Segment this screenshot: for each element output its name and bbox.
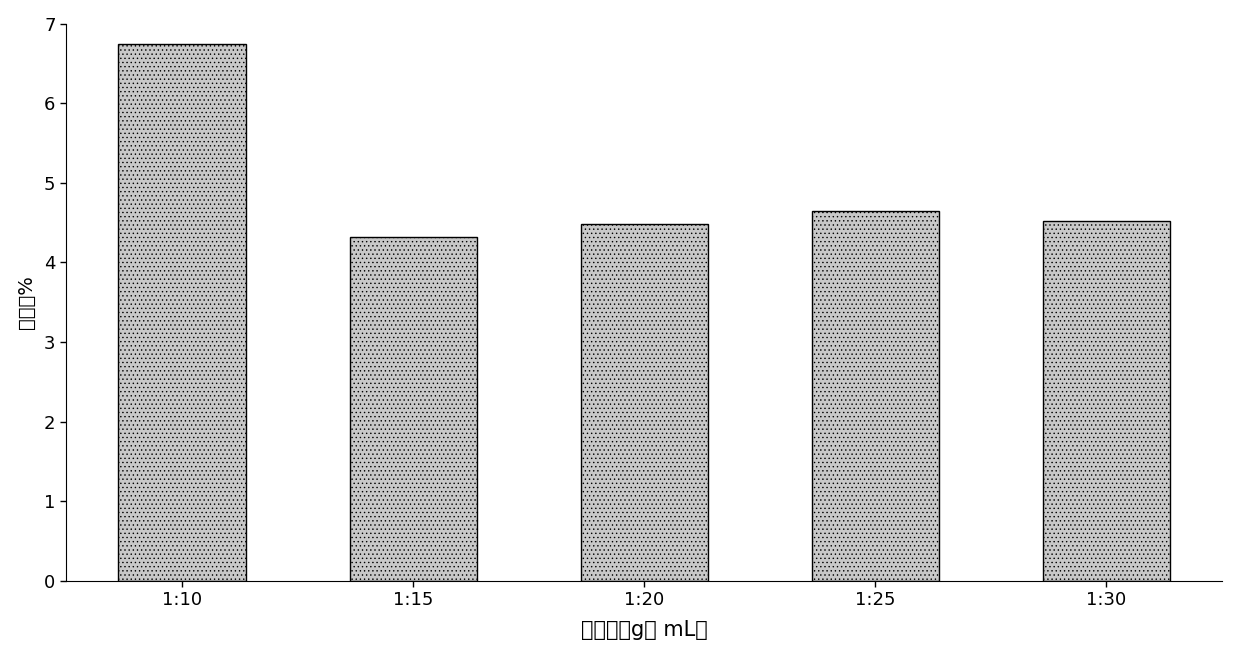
Bar [812,211,939,581]
Bar [119,43,245,581]
Bar [1043,221,1170,581]
Y-axis label: 残留率%: 残留率% [16,275,36,329]
Bar [581,224,707,581]
Bar [349,237,477,581]
X-axis label: 固液比（g： mL）: 固液比（g： mL） [581,620,707,641]
